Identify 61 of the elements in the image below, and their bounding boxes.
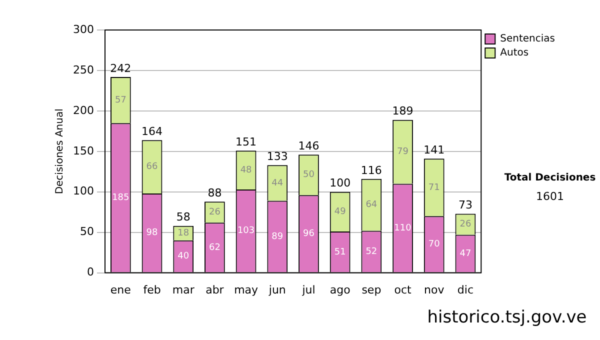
data-label: 40 <box>178 252 190 262</box>
legend-label: Sentencias <box>500 34 556 45</box>
x-tick-label: may <box>234 283 259 296</box>
x-tick-label: sep <box>362 283 382 296</box>
y-tick-label: 200 <box>72 104 94 117</box>
total-label: 116 <box>360 164 382 177</box>
data-label: 66 <box>146 162 158 172</box>
total-label: 73 <box>458 198 472 212</box>
y-tick-label: 0 <box>86 266 94 279</box>
total-label: 141 <box>424 144 445 157</box>
data-label: 18 <box>178 228 190 238</box>
x-tick-label: nov <box>424 283 445 296</box>
y-axis-title: Decisiones Anual <box>54 108 66 194</box>
total-label: 151 <box>236 135 257 148</box>
x-tick-label: ago <box>330 283 351 296</box>
data-label: 26 <box>208 207 221 218</box>
x-tick-label: feb <box>143 283 161 296</box>
data-label: 185 <box>112 193 130 204</box>
y-tick-label: 150 <box>72 144 94 158</box>
data-label: 51 <box>334 247 346 258</box>
data-label: 62 <box>208 242 220 253</box>
data-label: 98 <box>146 228 158 238</box>
total-label: 88 <box>208 186 222 200</box>
data-label: 110 <box>394 223 412 234</box>
data-label: 49 <box>334 207 346 218</box>
total-label: 164 <box>142 124 163 138</box>
total-label: 242 <box>110 62 132 75</box>
text: 1601 <box>536 190 564 203</box>
data-label: 103 <box>237 226 255 236</box>
y-tick-label: 50 <box>80 225 94 238</box>
x-tick-label: jun <box>268 283 286 296</box>
total-label: 133 <box>266 150 288 164</box>
legend-label: Autos <box>500 48 529 59</box>
x-tick-label: dic <box>457 283 474 296</box>
x-tick-label: abr <box>206 283 224 296</box>
y-tick-label: 100 <box>72 184 94 198</box>
x-tick-label: oct <box>394 283 412 296</box>
data-label: 50 <box>303 170 315 180</box>
total-label: 100 <box>330 176 351 190</box>
data-label: 71 <box>428 182 440 193</box>
data-label: 79 <box>397 147 409 158</box>
y-tick-label: 250 <box>72 63 94 76</box>
data-label: 89 <box>272 232 284 242</box>
total-label: 146 <box>298 139 320 152</box>
data-label: 47 <box>460 248 472 259</box>
data-label: 44 <box>272 178 284 188</box>
data-label: 26 <box>460 220 472 230</box>
data-label: 64 <box>366 200 378 210</box>
y-tick-label: 300 <box>72 22 94 36</box>
text: Total Decisiones <box>504 172 596 184</box>
x-tick-label: mar <box>172 283 195 296</box>
x-tick-label: ene <box>110 283 132 296</box>
data-label: 52 <box>366 246 378 257</box>
data-label: 57 <box>114 95 126 106</box>
data-label: 96 <box>303 229 315 240</box>
data-label: 48 <box>240 165 252 176</box>
x-tick-label: jul <box>301 283 316 296</box>
total-label: 58 <box>176 210 190 224</box>
data-label: 70 <box>428 240 440 250</box>
text: historico.tsj.gov.ve <box>427 307 587 328</box>
total-label: 189 <box>392 104 414 118</box>
